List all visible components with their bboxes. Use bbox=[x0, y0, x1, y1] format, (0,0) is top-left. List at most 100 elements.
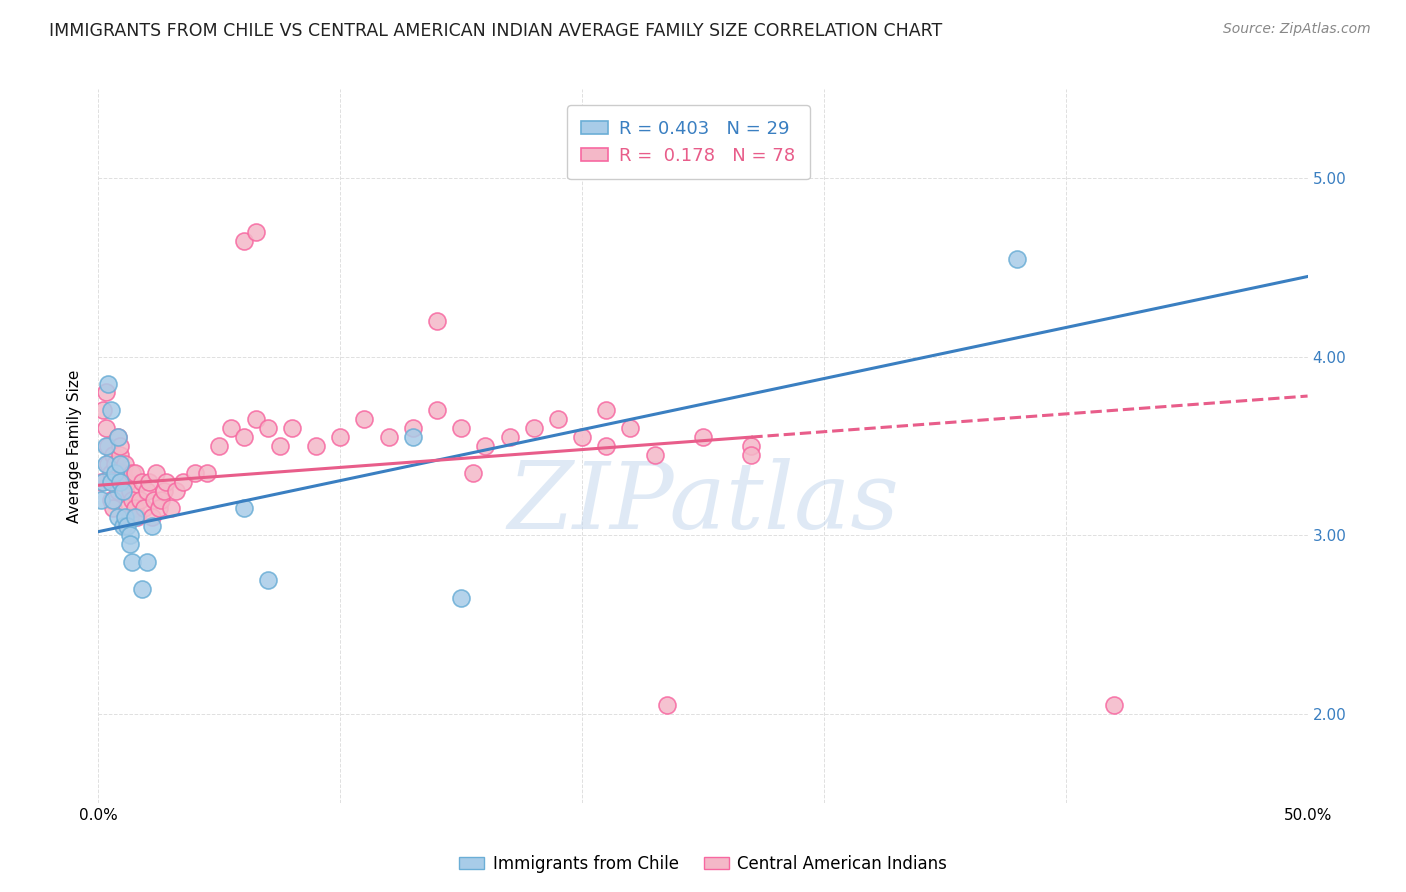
Point bbox=[141, 519, 163, 533]
Point bbox=[498, 430, 520, 444]
Point bbox=[107, 483, 129, 498]
Point bbox=[118, 537, 141, 551]
Point bbox=[107, 430, 129, 444]
Point bbox=[121, 492, 143, 507]
Point bbox=[111, 519, 134, 533]
Point bbox=[402, 421, 425, 435]
Point bbox=[94, 457, 117, 471]
Point bbox=[221, 421, 243, 435]
Point bbox=[118, 483, 141, 498]
Point bbox=[117, 519, 139, 533]
Point bbox=[121, 555, 143, 569]
Point bbox=[150, 492, 173, 507]
Point bbox=[117, 501, 139, 516]
Point bbox=[94, 385, 117, 400]
Point bbox=[90, 492, 112, 507]
Point bbox=[104, 466, 127, 480]
Point bbox=[595, 403, 617, 417]
Point bbox=[165, 483, 187, 498]
Point bbox=[138, 475, 160, 489]
Point bbox=[571, 430, 593, 444]
Point bbox=[232, 234, 254, 248]
Point bbox=[108, 475, 131, 489]
Point bbox=[305, 439, 328, 453]
Point bbox=[111, 466, 134, 480]
Point bbox=[117, 475, 139, 489]
Point bbox=[121, 466, 143, 480]
Point bbox=[124, 510, 146, 524]
Point bbox=[474, 439, 496, 453]
Point bbox=[184, 466, 207, 480]
Point bbox=[90, 475, 112, 489]
Point bbox=[245, 225, 267, 239]
Text: Source: ZipAtlas.com: Source: ZipAtlas.com bbox=[1223, 22, 1371, 37]
Point bbox=[269, 439, 291, 453]
Point bbox=[145, 466, 167, 480]
Point bbox=[426, 314, 449, 328]
Point bbox=[329, 430, 352, 444]
Point bbox=[172, 475, 194, 489]
Point bbox=[450, 591, 472, 605]
Point bbox=[91, 475, 114, 489]
Point bbox=[740, 448, 762, 462]
Point bbox=[135, 555, 157, 569]
Point bbox=[131, 582, 153, 596]
Point bbox=[124, 501, 146, 516]
Point bbox=[523, 421, 546, 435]
Point bbox=[426, 403, 449, 417]
Point bbox=[124, 466, 146, 480]
Point bbox=[97, 439, 120, 453]
Point bbox=[256, 573, 278, 587]
Point bbox=[104, 475, 127, 489]
Point bbox=[143, 492, 166, 507]
Point bbox=[111, 483, 134, 498]
Point bbox=[402, 430, 425, 444]
Point bbox=[101, 492, 124, 507]
Point bbox=[644, 448, 666, 462]
Point bbox=[135, 483, 157, 498]
Point bbox=[740, 439, 762, 453]
Point bbox=[100, 475, 122, 489]
Point bbox=[232, 430, 254, 444]
Point bbox=[108, 439, 131, 453]
Point bbox=[595, 439, 617, 453]
Point bbox=[232, 501, 254, 516]
Point bbox=[97, 457, 120, 471]
Point bbox=[152, 483, 174, 498]
Point bbox=[114, 457, 136, 471]
Point bbox=[155, 475, 177, 489]
Point bbox=[195, 466, 218, 480]
Point bbox=[100, 403, 122, 417]
Point bbox=[101, 448, 124, 462]
Point bbox=[108, 457, 131, 471]
Point bbox=[107, 430, 129, 444]
Point bbox=[118, 528, 141, 542]
Point bbox=[148, 501, 170, 516]
Point bbox=[127, 510, 149, 524]
Point bbox=[114, 510, 136, 524]
Y-axis label: Average Family Size: Average Family Size bbox=[67, 369, 83, 523]
Point bbox=[547, 412, 569, 426]
Point bbox=[128, 492, 150, 507]
Point bbox=[692, 430, 714, 444]
Legend: Immigrants from Chile, Central American Indians: Immigrants from Chile, Central American … bbox=[453, 848, 953, 880]
Point bbox=[104, 457, 127, 471]
Point bbox=[281, 421, 304, 435]
Point bbox=[256, 421, 278, 435]
Point bbox=[208, 439, 231, 453]
Point bbox=[141, 510, 163, 524]
Point bbox=[450, 421, 472, 435]
Point bbox=[160, 501, 183, 516]
Legend: R = 0.403   N = 29, R =  0.178   N = 78: R = 0.403 N = 29, R = 0.178 N = 78 bbox=[567, 105, 810, 179]
Point bbox=[1102, 698, 1125, 712]
Point bbox=[114, 483, 136, 498]
Text: ZIPatlas: ZIPatlas bbox=[508, 458, 898, 548]
Point bbox=[100, 466, 122, 480]
Point bbox=[353, 412, 375, 426]
Point bbox=[97, 376, 120, 391]
Point bbox=[377, 430, 399, 444]
Point bbox=[655, 698, 678, 712]
Point bbox=[108, 448, 131, 462]
Point bbox=[134, 501, 156, 516]
Point bbox=[245, 412, 267, 426]
